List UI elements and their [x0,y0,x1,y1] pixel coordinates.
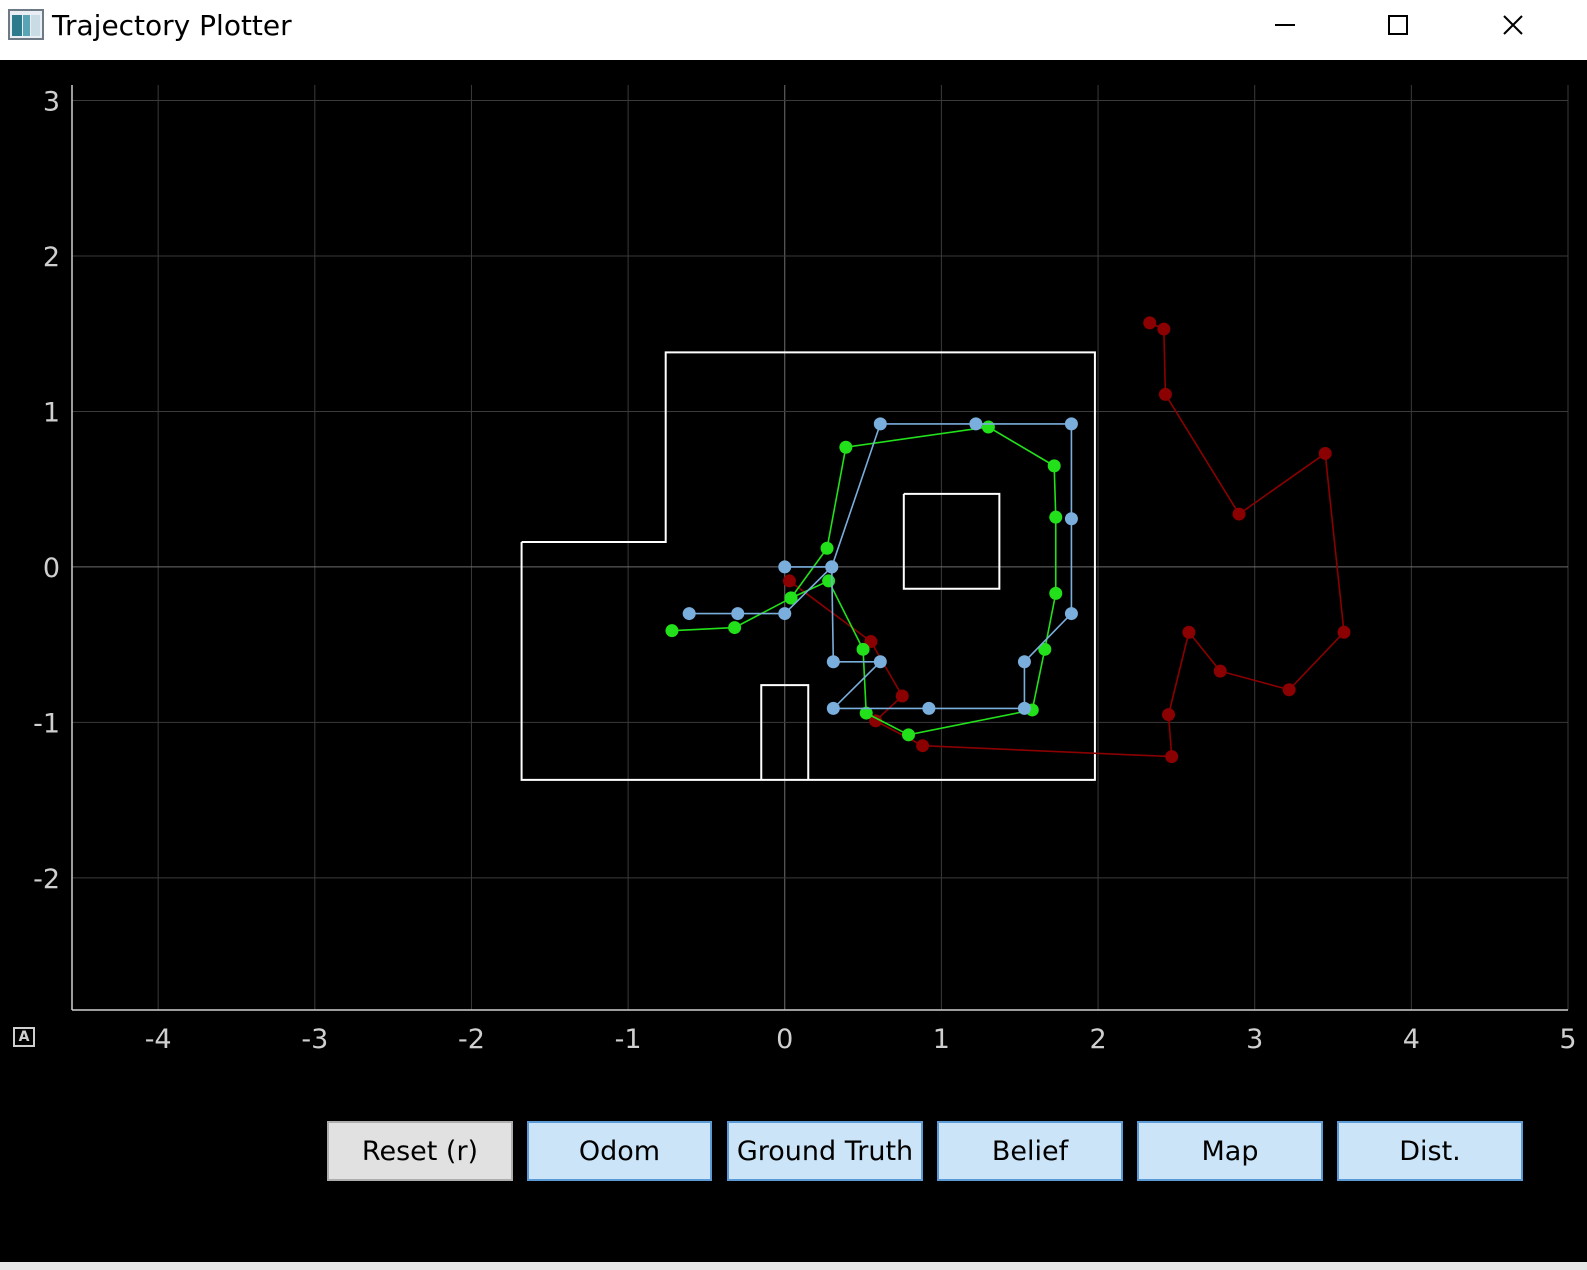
trajectory-plot[interactable]: -4 -3 -2 -1 0 1 2 3 4 5 3 2 1 0 -1 -2 [0,60,1587,1125]
odom-point [1282,683,1296,697]
maximize-icon [1388,15,1408,35]
maximize-button[interactable] [1358,0,1438,52]
auto-range-icon[interactable]: A [13,1027,35,1047]
map-outline [760,684,810,780]
window-title: Trajectory Plotter [52,9,292,42]
odom-point [1162,708,1176,722]
belief-point [1017,701,1031,715]
odom-point [1158,387,1172,401]
odom-point [1157,322,1171,336]
x-tick-label: 3 [1246,1024,1263,1055]
ground-truth-toggle-button[interactable]: Ground Truth [727,1121,923,1181]
belief-toggle-button[interactable]: Belief [937,1121,1123,1181]
minimize-button[interactable] [1245,0,1325,52]
odom-point [895,689,909,703]
plot-canvas[interactable]: -4 -3 -2 -1 0 1 2 3 4 5 3 2 1 0 -1 -2 [0,60,1587,1125]
odom-point [916,739,930,753]
odom-point [1182,625,1196,639]
odom-point [1213,664,1227,678]
ground-truth-point [859,706,873,720]
odom-point [1337,625,1351,639]
odom-point [782,574,796,588]
belief-point [873,417,887,431]
ground-truth-point [822,574,836,588]
belief-point [825,560,839,574]
y-tick-label: -1 [33,708,60,739]
odom-point [1232,507,1246,521]
x-tick-label: -1 [615,1024,642,1055]
reset-button[interactable]: Reset (r) [327,1121,513,1181]
x-tick-label: 0 [776,1024,793,1055]
belief-point [1064,512,1078,526]
belief-point [826,655,840,669]
ground-truth-point [665,624,679,638]
close-icon [1503,15,1523,35]
ground-truth-point [784,591,798,605]
y-tick-label: 3 [43,87,60,118]
x-tick-label: 4 [1403,1024,1420,1055]
odom-point [1318,446,1332,460]
odom-point [1143,316,1157,330]
x-tick-label: 1 [933,1024,950,1055]
belief-point [682,607,696,621]
odom-line [788,322,1345,758]
x-tick-label: -2 [458,1024,485,1055]
window-bottom-edge [0,1262,1587,1270]
belief-point [873,655,887,669]
ground-truth-point [1049,510,1063,524]
x-tick-label: 5 [1559,1024,1576,1055]
belief-point [1017,655,1031,669]
odom-point [869,714,883,728]
ground-truth-point [728,621,742,635]
map-outline [902,492,1001,590]
y-tick-label: -2 [33,864,60,895]
belief-point [826,701,840,715]
ground-truth-line [671,426,1057,736]
close-button[interactable] [1473,0,1553,52]
ground-truth-point [1047,459,1061,473]
belief-point [778,560,792,574]
x-tick-label: -4 [145,1024,172,1055]
app-icon [8,9,44,40]
ground-truth-point [981,420,995,434]
ground-truth-point [1049,586,1063,600]
ground-truth-point [902,728,916,742]
belief-point [969,417,983,431]
belief-point [922,701,936,715]
map-outline [520,351,1096,781]
belief-point [778,607,792,621]
belief-point [731,607,745,621]
map-toggle-button[interactable]: Map [1137,1121,1323,1181]
title-bar: Trajectory Plotter [0,0,1587,60]
belief-point [1064,607,1078,621]
y-tick-label: 1 [43,397,60,428]
belief-point [1064,417,1078,431]
minimize-icon [1275,24,1295,26]
ground-truth-point [1038,642,1052,656]
y-tick-label: 2 [43,242,60,273]
x-tick-label: 2 [1089,1024,1106,1055]
y-tick-label: 0 [43,553,60,584]
ground-truth-point [856,642,870,656]
odom-point [1165,750,1179,764]
dist-toggle-button[interactable]: Dist. [1337,1121,1523,1181]
ground-truth-point [839,440,853,454]
odom-toggle-button[interactable]: Odom [527,1121,712,1181]
ground-truth-point [820,541,834,555]
x-tick-label: -3 [301,1024,328,1055]
